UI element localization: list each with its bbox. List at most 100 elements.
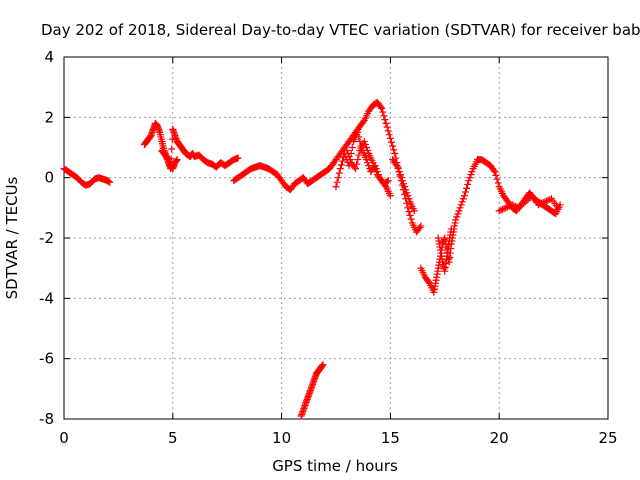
data-point: [390, 146, 398, 154]
data-point: [466, 174, 474, 182]
data-point: [403, 199, 411, 207]
data-point: [417, 222, 425, 230]
data-point: [508, 201, 516, 209]
data-point: [364, 147, 372, 155]
data-point: [460, 192, 468, 200]
series-dip: [417, 156, 499, 296]
data-points: [60, 98, 564, 420]
data-point: [521, 198, 529, 206]
data-point: [459, 195, 467, 203]
data-point: [410, 207, 418, 215]
data-point: [392, 160, 400, 168]
data-point: [398, 177, 406, 185]
data-point: [404, 204, 412, 212]
data-point: [355, 151, 363, 159]
series-anomaly: [297, 361, 327, 420]
data-point: [458, 198, 466, 206]
data-point: [497, 206, 505, 214]
data-point: [352, 165, 360, 173]
data-point: [539, 199, 547, 207]
x-axis-label: GPS time / hours: [272, 457, 398, 475]
data-point: [343, 147, 351, 155]
data-point: [386, 192, 394, 200]
data-point: [344, 150, 352, 158]
data-point: [520, 199, 528, 207]
data-point: [493, 175, 501, 183]
data-point: [319, 361, 327, 369]
data-point: [455, 207, 463, 215]
data-point: [168, 145, 176, 153]
data-point: [346, 156, 354, 164]
data-point: [461, 188, 469, 196]
data-point: [394, 165, 402, 173]
axis-ticks: [63, 56, 609, 420]
x-tick-label: 10: [272, 429, 291, 447]
data-point: [518, 201, 526, 209]
data-point: [360, 137, 368, 145]
data-point: [513, 203, 521, 211]
data-point: [403, 189, 411, 197]
data-point: [457, 201, 465, 209]
data-point: [335, 169, 343, 177]
data-point: [405, 195, 413, 203]
data-point: [353, 160, 361, 168]
data-point: [424, 278, 432, 286]
data-point: [452, 216, 460, 224]
x-tick-label: 20: [490, 429, 509, 447]
y-tick-label: -2: [39, 229, 54, 247]
series-dip2: [434, 225, 455, 275]
data-point: [381, 116, 389, 124]
data-point: [385, 131, 393, 139]
chart-title: Day 202 of 2018, Sidereal Day-to-day VTE…: [41, 21, 640, 39]
data-point: [502, 204, 510, 212]
y-tick-label: 2: [44, 108, 54, 126]
data-point: [380, 112, 388, 120]
data-point: [494, 179, 502, 187]
data-point: [386, 134, 394, 142]
data-point: [510, 202, 518, 210]
data-point: [544, 196, 552, 204]
data-point: [337, 161, 345, 169]
data-point: [536, 200, 544, 208]
data-point: [538, 199, 546, 207]
data-point: [333, 178, 341, 186]
data-point: [355, 133, 363, 141]
data-point: [554, 204, 562, 212]
data-point: [543, 197, 551, 205]
data-point: [500, 205, 508, 213]
data-point: [332, 183, 340, 191]
data-point: [525, 195, 533, 203]
data-point: [395, 168, 403, 176]
data-point: [339, 157, 347, 165]
data-point: [405, 208, 413, 216]
y-tick-label: -4: [39, 289, 54, 307]
y-tick-label: -6: [39, 350, 54, 368]
data-point: [389, 142, 397, 150]
data-point: [371, 165, 379, 173]
data-point: [402, 186, 410, 194]
data-point: [387, 138, 395, 146]
data-point: [546, 196, 554, 204]
data-point: [526, 193, 534, 201]
data-point: [515, 204, 523, 212]
data-point: [447, 225, 455, 233]
data-point: [384, 177, 392, 185]
data-point: [382, 119, 390, 127]
data-point: [467, 171, 475, 179]
data-point: [454, 210, 462, 218]
x-tick-label: 15: [381, 429, 400, 447]
data-point: [464, 180, 472, 188]
series-early: [60, 165, 114, 189]
series-late: [389, 156, 418, 215]
data-point: [381, 181, 389, 189]
series-afternoon-osc2: [343, 137, 394, 200]
data-point: [406, 211, 414, 219]
data-point: [173, 156, 181, 164]
data-point: [495, 207, 503, 215]
y-tick-label: -8: [39, 410, 54, 428]
data-point: [468, 168, 476, 176]
data-point: [361, 140, 369, 148]
data-point: [393, 162, 401, 170]
data-point: [370, 162, 378, 170]
